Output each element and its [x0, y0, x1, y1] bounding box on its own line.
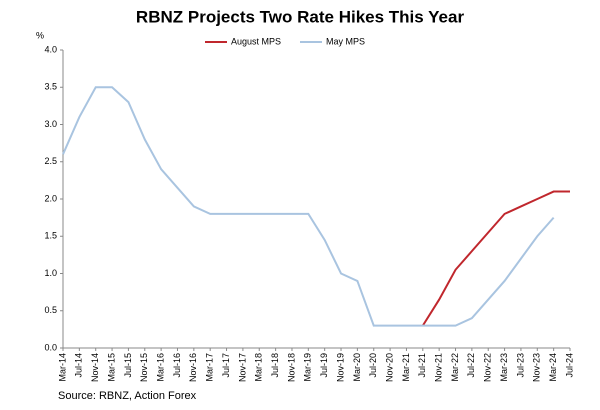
y-axis-label: % — [36, 30, 44, 40]
x-tick-label: Jul-17 — [221, 353, 231, 378]
x-tick-label: Nov-21 — [434, 353, 444, 382]
legend-label: August MPS — [231, 36, 281, 46]
x-tick-label: Nov-19 — [335, 353, 345, 382]
y-tick-label: 3.5 — [44, 82, 57, 92]
chart-title: RBNZ Projects Two Rate Hikes This Year — [136, 7, 465, 26]
x-tick-label: Mar-17 — [205, 353, 215, 382]
series-line — [62, 86, 555, 327]
x-tick-label: Jul-23 — [515, 353, 525, 378]
x-tick-label: Mar-24 — [548, 353, 558, 382]
x-tick-label: Jul-22 — [466, 353, 476, 378]
x-tick-label: Jul-24 — [564, 353, 574, 378]
x-tick-label: Mar-15 — [106, 353, 116, 382]
x-tick-label: Mar-18 — [254, 353, 264, 382]
legend-label: May MPS — [326, 36, 365, 46]
y-tick-label: 4.0 — [44, 44, 57, 54]
x-tick-label: Jul-19 — [319, 353, 329, 378]
x-tick-label: Mar-23 — [499, 353, 509, 382]
y-tick-label: 0.5 — [44, 305, 57, 315]
x-tick-label: Mar-16 — [156, 353, 166, 382]
x-tick-label: Nov-17 — [237, 353, 247, 382]
y-tick-label: 2.5 — [44, 156, 57, 166]
x-tick-label: Jul-21 — [417, 353, 427, 378]
source: Source: RBNZ, Action Forex — [58, 390, 197, 402]
x-tick-label: Nov-20 — [384, 353, 394, 382]
x-tick-label: Nov-22 — [483, 353, 493, 382]
x-tick-label: Nov-16 — [188, 353, 198, 382]
x-tick-label: Jul-20 — [368, 353, 378, 378]
x-tick-label: Nov-14 — [90, 353, 100, 382]
x-tick-label: Nov-15 — [139, 353, 149, 382]
x-tick-label: Mar-19 — [303, 353, 313, 382]
x-tick-label: Nov-23 — [532, 353, 542, 382]
x-tick-label: Mar-14 — [57, 353, 67, 382]
series-line — [421, 190, 570, 327]
x-tick-label: Jul-16 — [172, 353, 182, 378]
y-tick-label: 1.0 — [44, 268, 57, 278]
x-tick-label: Mar-21 — [401, 353, 411, 382]
x-tick-label: Jul-14 — [74, 353, 84, 378]
y-tick-label: 0.0 — [44, 342, 57, 352]
x-tick-label: Jul-18 — [270, 353, 280, 378]
x-tick-label: Mar-22 — [450, 353, 460, 382]
x-tick-label: Nov-18 — [286, 353, 296, 382]
y-tick-label: 3.0 — [44, 119, 57, 129]
x-tick-label: Mar-20 — [352, 353, 362, 382]
y-tick-label: 1.5 — [44, 231, 57, 241]
x-tick-label: Jul-15 — [123, 353, 133, 378]
y-tick-label: 2.0 — [44, 193, 57, 203]
